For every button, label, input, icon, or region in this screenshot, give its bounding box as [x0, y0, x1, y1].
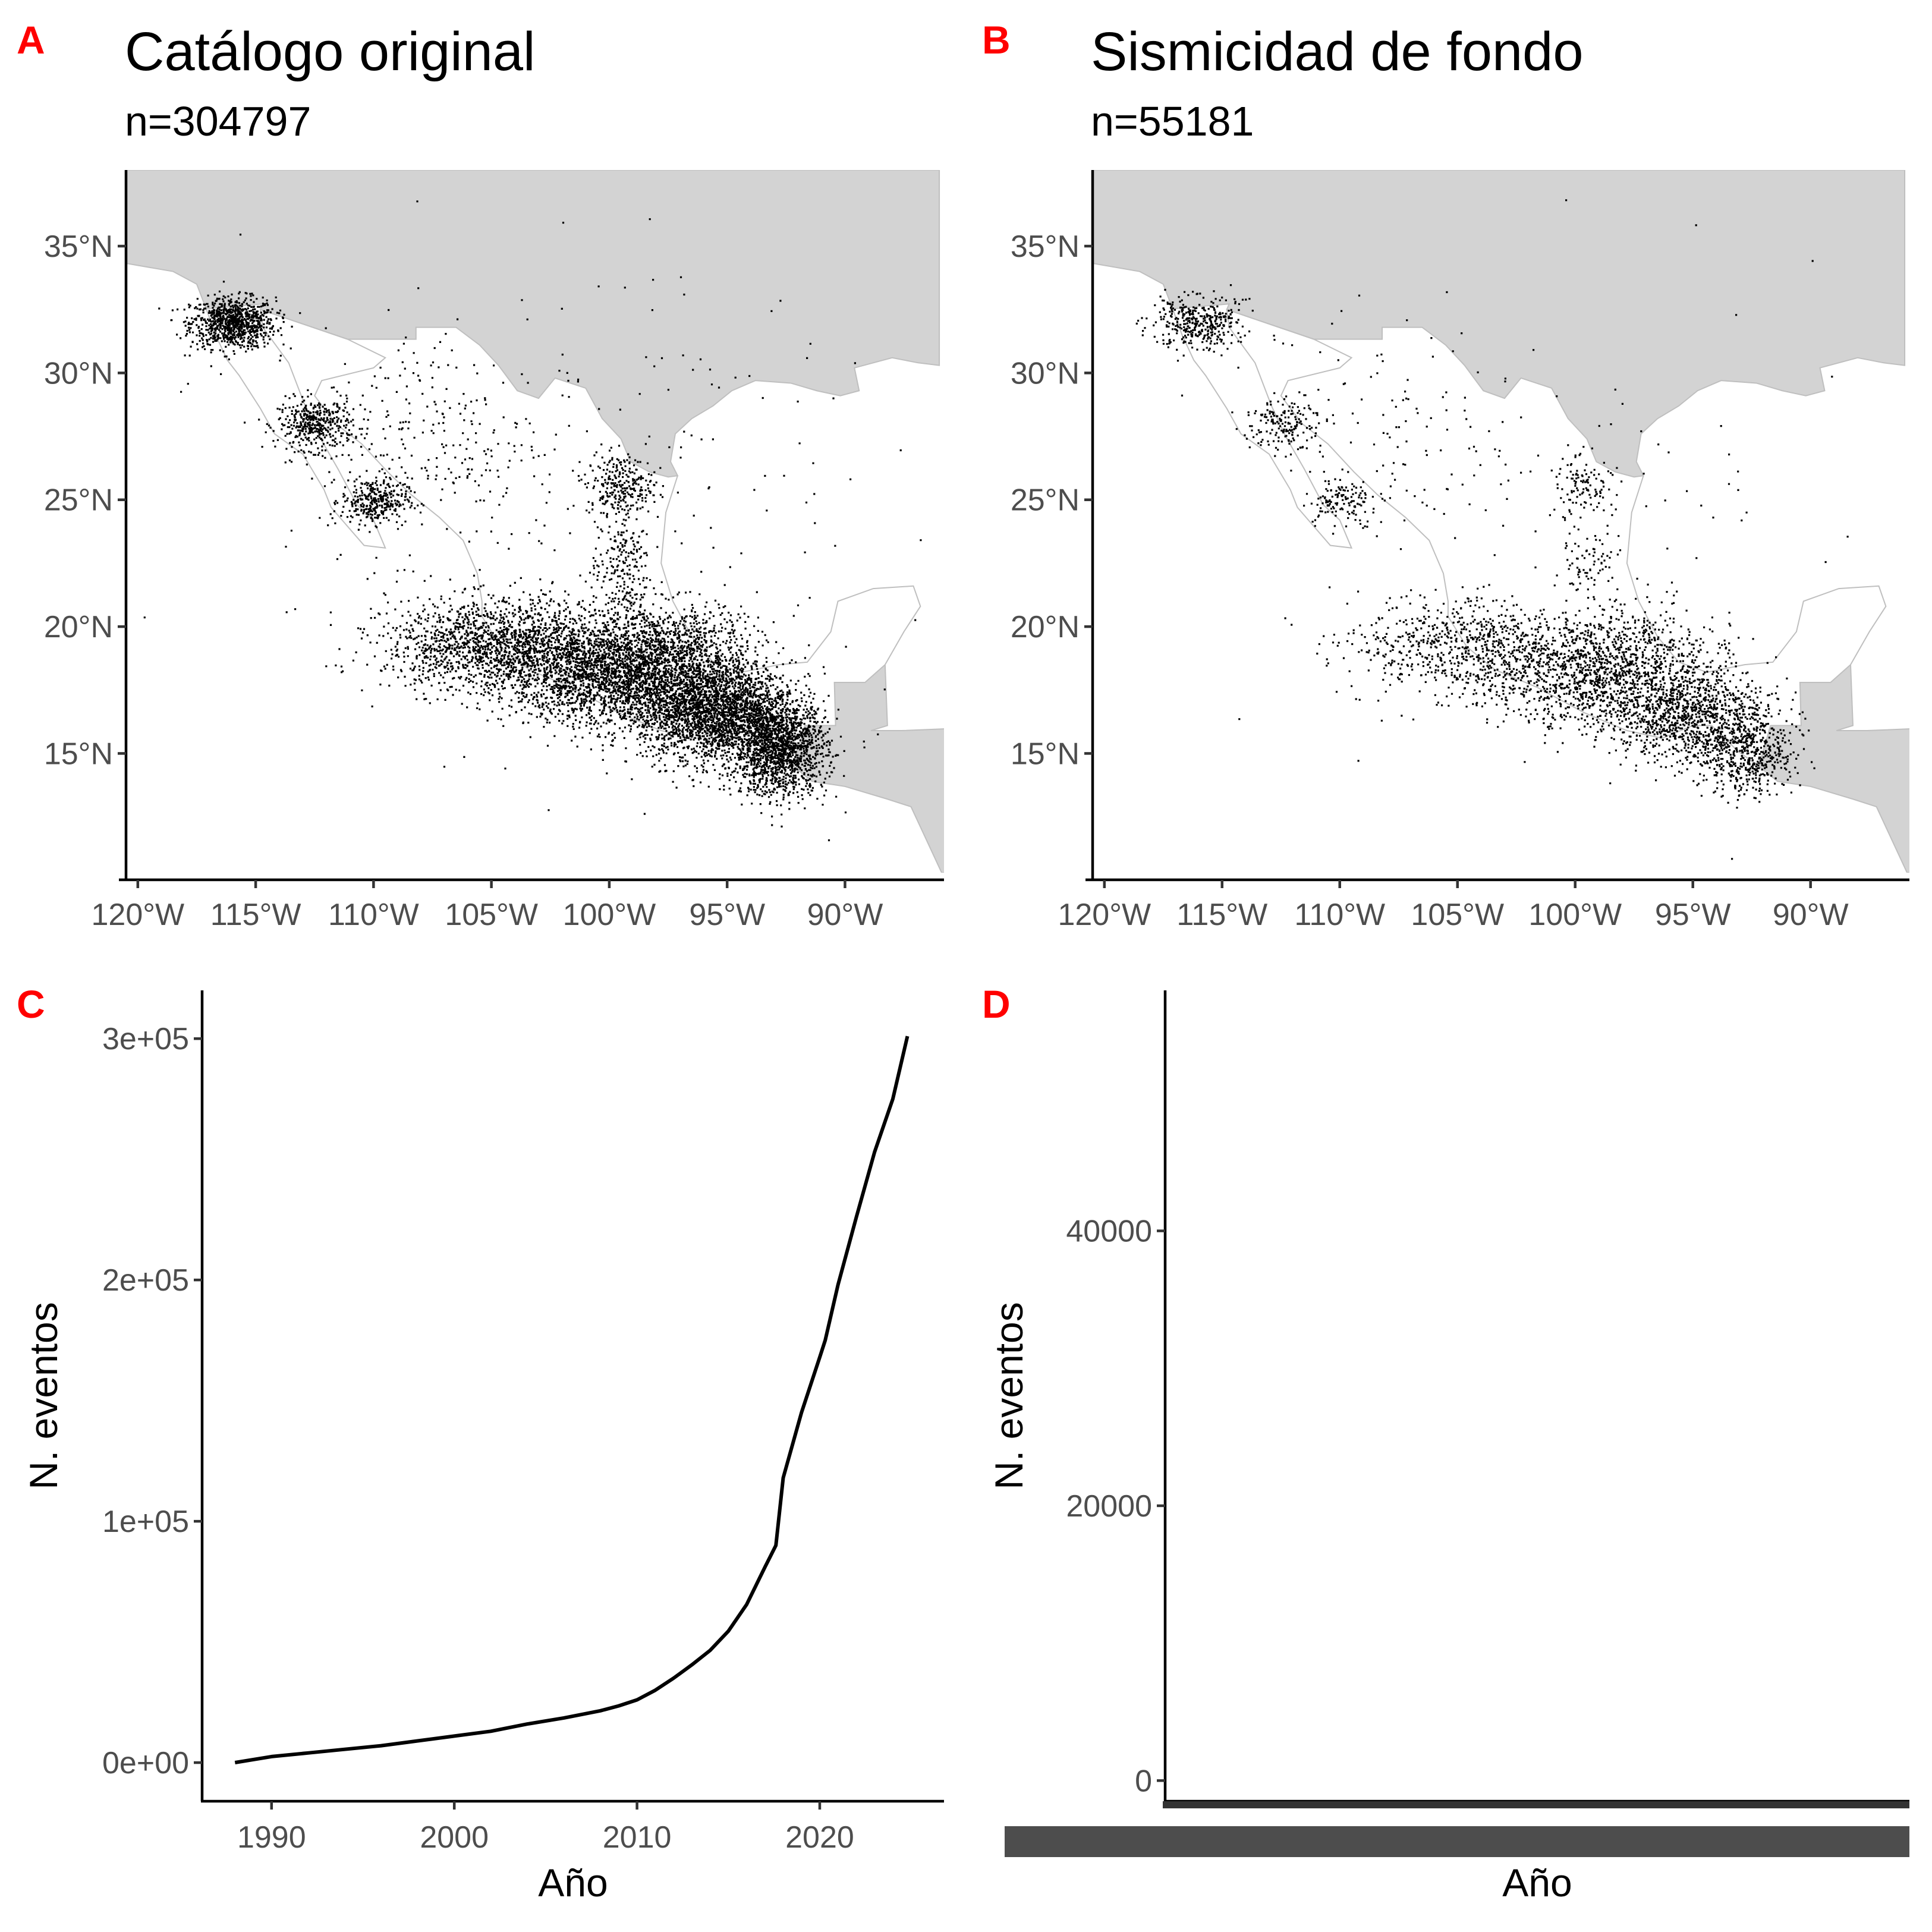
chart-c: 0e+00 1e+05 2e+05 3e+05 Año N. eventos 1990 200…	[21, 990, 944, 1905]
map-area	[1093, 170, 1909, 873]
x-tick-label: 90°W	[807, 898, 883, 932]
x-tick-label: 120°W	[92, 898, 185, 932]
y-axis-label: N. eventos	[987, 1302, 1031, 1490]
usa-land	[1093, 170, 1906, 478]
x-axis-label: Año	[1502, 1861, 1572, 1905]
x-tick-marks-dense	[1163, 1801, 1909, 1808]
x-tick-label: 120°W	[1058, 898, 1151, 932]
central-america-land	[792, 663, 944, 873]
panel-a-subtitle: n=304797	[125, 98, 311, 144]
y-tick-label: 15°N	[44, 737, 113, 771]
y-tick-label: 25°N	[44, 483, 113, 518]
panel-b-subtitle: n=55181	[1091, 98, 1254, 144]
x-tick-label: 2000	[420, 1820, 489, 1855]
series-line	[234, 1036, 910, 1764]
y-tick-label: 3e+05	[102, 1022, 189, 1056]
x-tick-label: 100°W	[563, 898, 656, 932]
central-america-land	[1758, 663, 1909, 873]
y-tick-label: 30°N	[44, 356, 113, 391]
y-tick-label: 20°N	[44, 610, 113, 644]
seismicity-dots	[1135, 199, 1849, 860]
panel-c: C 0e+00 1e+05 2e+05 3e+05 Año N. eventos 1990 2…	[17, 982, 944, 1905]
seismicity-points	[143, 200, 922, 842]
y-axis-label: N. eventos	[21, 1302, 65, 1490]
x-tick-label: 2020	[785, 1820, 854, 1855]
x-axis-label: Año	[538, 1861, 608, 1905]
x-tick-label: 95°W	[1655, 898, 1731, 932]
mexico-gulf-coast	[1626, 475, 1887, 673]
y-tick-label: 0e+00	[102, 1746, 189, 1780]
panel-a: A Catálogo original n=304797 120°W 115°W 1…	[17, 18, 944, 932]
x-tick-label: 110°W	[1294, 898, 1385, 932]
panel-c-tag: C	[17, 982, 45, 1026]
x-tick-label: 115°W	[1176, 898, 1267, 932]
map-area	[126, 170, 944, 873]
panel-b-title: Sismicidad de fondo	[1091, 21, 1584, 82]
y-tick-label: 35°N	[44, 229, 113, 264]
panel-d-tag: D	[982, 982, 1011, 1026]
y-tick-label: 40000	[1066, 1214, 1152, 1249]
y-tick-label: 15°N	[1011, 737, 1080, 771]
y-tick-label: 25°N	[1011, 483, 1080, 518]
y-tick-label: 30°N	[1011, 356, 1080, 391]
chart-d: 0 20000 40000 Año N. eventos	[987, 990, 1909, 1905]
y-tick-label: 35°N	[1011, 229, 1080, 264]
x-tick-label: 1990	[237, 1820, 306, 1855]
panel-a-tag: A	[17, 18, 45, 62]
panel-b-tag: B	[982, 18, 1011, 62]
seismicity-dots	[143, 200, 922, 842]
y-tick-label: 20°N	[1011, 610, 1080, 644]
panel-b: B Sismicidad de fondo n=55181 120°W 115°W…	[982, 18, 1909, 932]
x-tick-label: 95°W	[689, 898, 765, 932]
panel-a-title: Catálogo original	[125, 21, 535, 82]
x-tick-label: 115°W	[210, 898, 301, 932]
y-tick-label: 0	[1135, 1764, 1152, 1798]
map-a: 120°W 115°W 110°W 105°W 100°W 95°W 90°W 15°N 20°…	[44, 170, 944, 932]
x-tick-label: 110°W	[328, 898, 419, 932]
mexico-gulf-coast	[660, 475, 921, 673]
x-tick-label: 105°W	[1411, 898, 1504, 932]
y-tick-label: 2e+05	[102, 1263, 189, 1298]
map-b: 120°W 115°W 110°W 105°W 100°W 95°W 90°W 15°N 20°…	[1011, 170, 1909, 932]
x-tick-labels-overlapping	[1005, 1826, 1909, 1857]
y-tick-label: 20000	[1066, 1489, 1152, 1524]
panel-d: D 0 20000 40000 Año N. eventos	[982, 982, 1909, 1905]
mexico-pacific-coast	[1172, 309, 1760, 767]
seismicity-points	[1135, 199, 1849, 860]
x-tick-label: 2010	[603, 1820, 672, 1855]
y-tick-label: 1e+05	[102, 1505, 189, 1539]
x-tick-label: 105°W	[445, 898, 538, 932]
x-tick-label: 90°W	[1773, 898, 1849, 932]
x-tick-label: 100°W	[1528, 898, 1622, 932]
